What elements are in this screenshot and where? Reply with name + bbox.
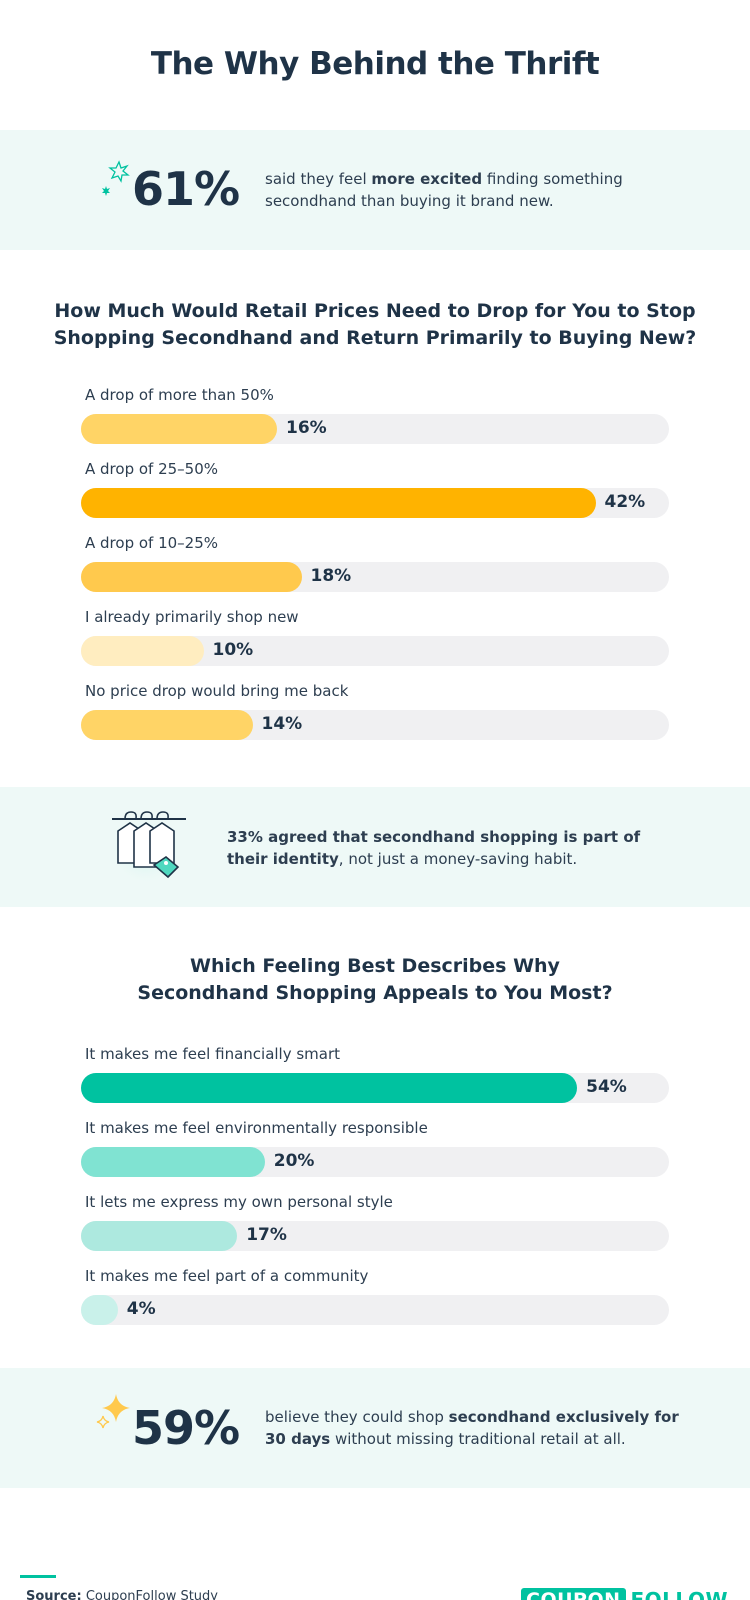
q2-bar-label: It makes me feel financially smart	[85, 1045, 341, 1063]
q1-bar-value: 18%	[310, 566, 352, 586]
q2-bar-track: 20%	[81, 1147, 669, 1177]
q1-title: How Much Would Retail Prices Need to Dro…	[53, 300, 697, 349]
q1-bar-label: I already primarily shop new	[85, 608, 299, 626]
logo-follow: FOLLOW	[630, 1588, 729, 1600]
q1-bar-label: A drop of more than 50%	[85, 386, 274, 404]
page-title: The Why Behind the Thrift	[150, 46, 600, 82]
stat-59-text: believe they could shop secondhand exclu…	[265, 1406, 685, 1450]
q2-title: Which Feeling Best Describes Why Secondh…	[137, 955, 613, 1004]
stat-59-text-bold: secondhand exclusively for 30 days	[265, 1408, 679, 1448]
stat-59-text-pre: believe they could shop	[265, 1408, 449, 1426]
q1-bar-value: 16%	[286, 418, 327, 438]
q1-bar-label: A drop of 25–50%	[85, 460, 219, 478]
q2-bar	[81, 1295, 118, 1325]
source-label: Source:	[26, 1589, 82, 1600]
stat-33-text-bold: secondhand shopping is part of their ide…	[227, 828, 641, 868]
q1-bar	[81, 710, 253, 740]
q1-bar-track: 42%	[81, 488, 669, 518]
q1-bar-value: 10%	[212, 640, 254, 660]
q2-bar-value: 20%	[273, 1151, 315, 1171]
logo-coupon: COUPON	[521, 1588, 626, 1600]
sparkle-icon	[102, 160, 130, 196]
source-divider	[20, 1575, 56, 1578]
sparkle-gold-icon	[96, 1394, 130, 1429]
q1-bar	[81, 488, 596, 518]
stat-band-excited	[0, 130, 750, 250]
q1-bar-label: No price drop would bring me back	[85, 682, 349, 700]
q1-bar	[81, 414, 277, 444]
clothes-rack-icon	[110, 811, 186, 885]
stat-61-value: 61%	[132, 162, 240, 216]
q2-bar-label: It lets me express my own personal style	[85, 1193, 393, 1211]
stat-33-text: 33% agreed that secondhand shopping is p…	[227, 826, 667, 870]
source-value: CouponFollow Study	[85, 1589, 218, 1600]
q2-bar-label: It makes me feel environmentally respons…	[85, 1119, 428, 1137]
q2-bar-value: 17%	[246, 1225, 287, 1245]
q2-bar-value: 54%	[586, 1077, 627, 1097]
stat-61-text: said they feel more excited finding some…	[265, 168, 665, 212]
q1-bar-label: A drop of 10–25%	[85, 534, 219, 552]
q1-bar-track: 14%	[81, 710, 669, 740]
q1-bar	[81, 562, 302, 592]
stat-33-text-post: , not just a money-saving habit.	[338, 850, 578, 868]
q2-bar-label: It makes me feel part of a community	[85, 1267, 369, 1285]
q1-bar-track: 16%	[81, 414, 669, 444]
couponfollow-logo: COUPON FOLLOW	[521, 1588, 728, 1600]
q2-bar-value: 4%	[126, 1299, 156, 1319]
q1-bar-value: 42%	[604, 492, 646, 512]
stat-61-text-bold: more excited	[371, 170, 483, 188]
q2-bar-track: 17%	[81, 1221, 669, 1251]
stat-33-text-pre: 33% agreed that	[227, 828, 374, 846]
q2-bar	[81, 1221, 238, 1251]
q1-bar-value: 14%	[261, 714, 303, 734]
q2-bar	[81, 1073, 578, 1103]
q1-bar	[81, 636, 204, 666]
stat-59-value: 59%	[132, 1401, 240, 1455]
source-note: Source: CouponFollow Study	[26, 1589, 218, 1600]
q2-bar-track: 4%	[81, 1295, 669, 1325]
q1-bar-track: 18%	[81, 562, 669, 592]
q2-bar	[81, 1147, 265, 1177]
stat-59-text-post: without missing traditional retail at al…	[330, 1430, 626, 1448]
q2-bar-track: 54%	[81, 1073, 669, 1103]
stat-61-text-post: finding something secondhand than buying…	[265, 170, 623, 210]
stat-band-exclusive	[0, 1368, 750, 1488]
q1-bar-track: 10%	[81, 636, 669, 666]
stat-61-text-pre: said they feel	[265, 170, 372, 188]
